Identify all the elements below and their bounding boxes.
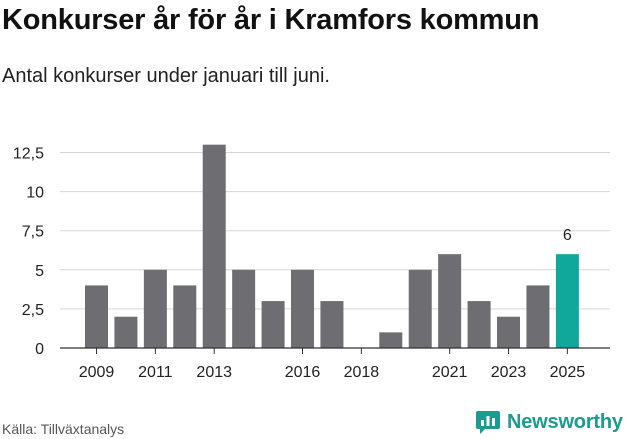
brand-name: Newsworthy (507, 410, 623, 433)
bar (232, 269, 256, 348)
bar (467, 301, 491, 348)
data-label: 6 (563, 227, 572, 244)
y-tick-label: 2,5 (22, 302, 44, 319)
chart-subtitle: Antal konkurser under januari till juni. (2, 65, 330, 87)
x-tick-label: 2023 (491, 364, 527, 381)
x-tick-label: 2013 (196, 364, 232, 381)
bar (85, 285, 108, 348)
bar (555, 254, 579, 348)
y-tick-label: 10 (26, 185, 44, 202)
y-tick-label: 12,5 (13, 146, 44, 163)
bar (320, 301, 344, 348)
bar (291, 269, 315, 348)
bar-chart: 0 2,5 5 7,5 10 12,5 2009 2011 2013 2016 2018 2021 20… (13, 144, 610, 381)
x-tick-label: 2009 (79, 364, 115, 381)
x-tick-label: 2018 (344, 364, 380, 381)
y-tick-label: 5 (35, 263, 44, 280)
newsworthy-logo-icon (476, 411, 500, 434)
bar (261, 301, 285, 348)
bar (497, 316, 521, 348)
bar (408, 269, 432, 348)
y-tick-label: 7,5 (22, 224, 44, 241)
chart-title: Konkurser år för år i Kramfors kommun (2, 4, 540, 36)
bar (143, 269, 167, 348)
bar (379, 332, 403, 348)
bar (114, 316, 138, 348)
bar (526, 285, 550, 348)
brand-logo: Newsworthy (475, 407, 623, 437)
bar (438, 254, 462, 348)
x-tick-label: 2021 (432, 364, 468, 381)
bar (173, 285, 197, 348)
bar (202, 144, 226, 348)
x-tick-label: 2016 (285, 364, 321, 381)
x-tick-label: 2011 (138, 364, 173, 381)
x-tick-label: 2025 (550, 364, 586, 381)
source-note: Källa: Tillväxtanalys (2, 421, 125, 437)
y-tick-label: 0 (35, 341, 44, 358)
